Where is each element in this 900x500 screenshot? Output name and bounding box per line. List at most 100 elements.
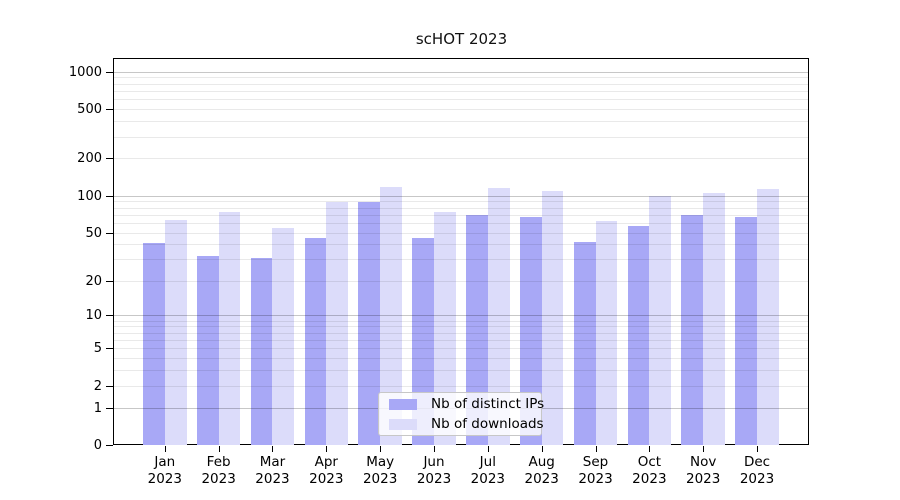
x-tick-jun	[434, 446, 435, 452]
x-tick-label-may: May 2023	[362, 454, 398, 487]
gridline-1000	[114, 71, 809, 73]
bar-distinct-ips-apr	[304, 238, 327, 445]
y-tick-2	[106, 385, 113, 387]
bar-downloads-aug	[541, 190, 564, 445]
gridline-90	[114, 201, 809, 203]
gridline-9	[114, 320, 809, 322]
gridline-600	[114, 99, 809, 101]
bar-distinct-ips-jan	[143, 243, 165, 445]
y-tick-label-5: 5	[93, 341, 102, 357]
bar-distinct-ips-aug	[519, 217, 542, 445]
bar-downloads-sep	[595, 221, 618, 445]
bar-distinct-ips-mar	[250, 257, 273, 445]
y-tick-label-2: 2	[93, 378, 102, 394]
gridline-900	[114, 77, 809, 79]
gridline-50	[114, 232, 809, 234]
y-tick-label-1000: 1000	[68, 64, 102, 80]
bar-downloads-jul	[487, 188, 510, 445]
x-tick-feb	[218, 446, 220, 452]
bar-distinct-ips-nov	[681, 214, 704, 445]
x-tick-nov	[703, 446, 705, 452]
legend-swatch-distinct-ips-icon	[389, 398, 417, 410]
bar-distinct-ips-oct	[627, 225, 650, 445]
y-tick-0	[106, 445, 113, 446]
y-tick-label-10: 10	[85, 308, 102, 324]
gridline-80	[114, 207, 809, 209]
gridline-500	[114, 109, 809, 111]
bar-downloads-dec	[757, 189, 779, 445]
x-tick-label-sep: Sep 2023	[578, 454, 613, 487]
y-tick-100	[106, 195, 113, 197]
y-tick-20	[106, 280, 113, 282]
gridline-3	[114, 370, 809, 372]
x-tick-label-jul: Jul 2023	[470, 454, 505, 487]
y-tick-500	[106, 109, 113, 111]
gridline-20	[114, 280, 809, 282]
y-tick-label-50: 50	[85, 225, 102, 241]
gridline-700	[114, 90, 809, 92]
gridline-30	[114, 259, 809, 261]
legend: Nb of distinct IPs Nb of downloads	[378, 392, 544, 436]
y-tick-5	[106, 348, 113, 350]
gridline-2	[114, 385, 809, 387]
y-tick-label-100: 100	[77, 188, 102, 204]
x-tick-label-aug: Aug 2023	[524, 454, 559, 487]
gridline-5	[114, 348, 809, 350]
gridline-6	[114, 339, 809, 341]
y-tick-1	[106, 407, 113, 409]
gridline-400	[114, 121, 809, 123]
x-tick-aug	[541, 446, 543, 452]
y-tick-50	[106, 232, 113, 234]
bar-distinct-ips-sep	[573, 241, 596, 445]
x-tick-label-apr: Apr 2023	[309, 454, 344, 487]
y-tick-200	[106, 158, 113, 160]
bar-downloads-nov	[703, 193, 725, 445]
x-tick-label-feb: Feb 2023	[201, 454, 236, 487]
gridline-40	[114, 244, 809, 246]
bar-downloads-jun	[434, 211, 456, 445]
bar-distinct-ips-feb	[196, 256, 219, 445]
bar-downloads-feb	[218, 211, 241, 445]
x-tick-label-dec: Dec 2023	[739, 454, 775, 487]
gridline-60	[114, 222, 809, 224]
y-tick-label-20: 20	[85, 273, 102, 289]
bar-downloads-mar	[272, 227, 295, 445]
legend-item-distinct-ips: Nb of distinct IPs	[389, 396, 544, 412]
bar-distinct-ips-may	[358, 202, 381, 445]
gridline-800	[114, 83, 809, 85]
x-tick-dec	[757, 446, 759, 452]
bar-downloads-may	[380, 186, 402, 445]
x-tick-sep	[595, 446, 597, 452]
x-tick-label-jun: Jun 2023	[416, 454, 452, 487]
legend-label-distinct-ips: Nb of distinct IPs	[431, 396, 545, 412]
x-tick-label-mar: Mar 2023	[255, 454, 290, 487]
gridline-70	[114, 214, 809, 216]
y-tick-label-200: 200	[77, 151, 102, 167]
legend-label-downloads: Nb of downloads	[431, 416, 544, 432]
x-tick-apr	[326, 446, 328, 452]
gridline-8	[114, 326, 809, 328]
y-tick-label-0: 0	[93, 438, 102, 453]
x-tick-jul	[487, 446, 489, 452]
y-tick-label-500: 500	[77, 102, 102, 118]
legend-swatch-downloads-icon	[389, 418, 417, 430]
bar-distinct-ips-dec	[735, 217, 758, 445]
x-tick-mar	[272, 446, 274, 452]
gridline-300	[114, 136, 809, 138]
bar-downloads-jan	[164, 220, 187, 445]
y-tick-1000	[106, 71, 113, 73]
x-tick-label-oct: Oct 2023	[632, 454, 667, 487]
x-tick-jan	[164, 446, 166, 452]
y-tick-10	[106, 315, 113, 317]
x-tick-may	[380, 446, 382, 452]
chart-title: scHOT 2023	[415, 30, 508, 48]
x-tick-oct	[649, 446, 651, 452]
bar-downloads-oct	[649, 195, 672, 445]
gridline-200	[114, 158, 809, 160]
y-tick-label-1: 1	[93, 400, 102, 416]
x-tick-label-jan: Jan 2023	[147, 454, 182, 487]
x-tick-label-nov: Nov 2023	[686, 454, 721, 487]
gridline-100	[114, 195, 809, 197]
gridline-7	[114, 332, 809, 334]
